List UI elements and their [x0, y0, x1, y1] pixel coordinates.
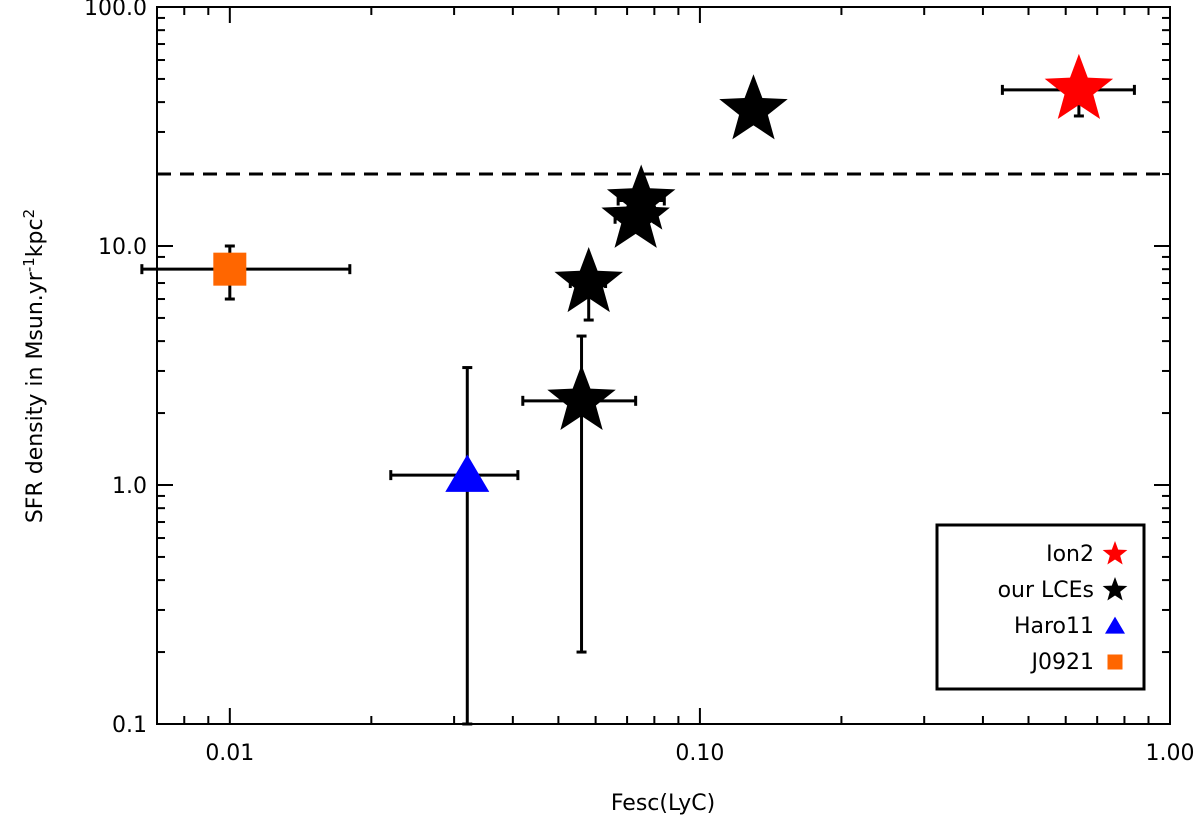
- star-marker: [601, 182, 670, 248]
- data-point: [521, 334, 638, 654]
- square-marker: [213, 252, 247, 286]
- data-point: [554, 247, 623, 322]
- star-marker: [606, 164, 676, 230]
- x-axis-label: Fesc(LyC): [611, 791, 715, 816]
- y-tick-label: 10.0: [98, 235, 147, 260]
- legend-star-marker: [1102, 541, 1128, 565]
- data-point: [601, 182, 670, 248]
- y-tick-label: 100.0: [84, 0, 147, 21]
- legend-star-marker: [1102, 577, 1128, 601]
- plot-frame: [156, 6, 1171, 725]
- y-axis-label: SFR density in Msun.yr-1kpc2: [20, 209, 48, 523]
- y-tick-label: 0.1: [112, 713, 147, 738]
- legend-entry-label: Ion2: [1046, 542, 1094, 567]
- x-tick-label: 0.10: [675, 741, 724, 766]
- axes-layer: 0.01 0.10 1.00 0.1 1.0 10.0 100.0: [84, 0, 1194, 766]
- legend: Ion2 our LCEs Haro11 J0921: [935, 523, 1146, 691]
- x-tick-label: 0.01: [205, 741, 254, 766]
- data-layer: [140, 53, 1170, 726]
- triangle-marker: [445, 454, 490, 492]
- y-tick-label: 1.0: [112, 474, 147, 499]
- legend-entry-label: Haro11: [1014, 614, 1094, 639]
- data-point: [1000, 53, 1136, 120]
- data-point: [140, 244, 352, 301]
- star-marker: [547, 364, 616, 430]
- legend-square-marker: [1107, 654, 1123, 670]
- star-marker: [719, 74, 788, 140]
- data-point: [719, 74, 788, 140]
- legend-entry-label: our LCEs: [998, 578, 1094, 603]
- star-marker: [554, 247, 623, 313]
- star-marker: [1044, 53, 1114, 120]
- legend-triangle-marker: [1105, 616, 1125, 634]
- legend-entry-label: J0921: [1030, 650, 1094, 675]
- x-tick-label: 1.00: [1146, 741, 1195, 766]
